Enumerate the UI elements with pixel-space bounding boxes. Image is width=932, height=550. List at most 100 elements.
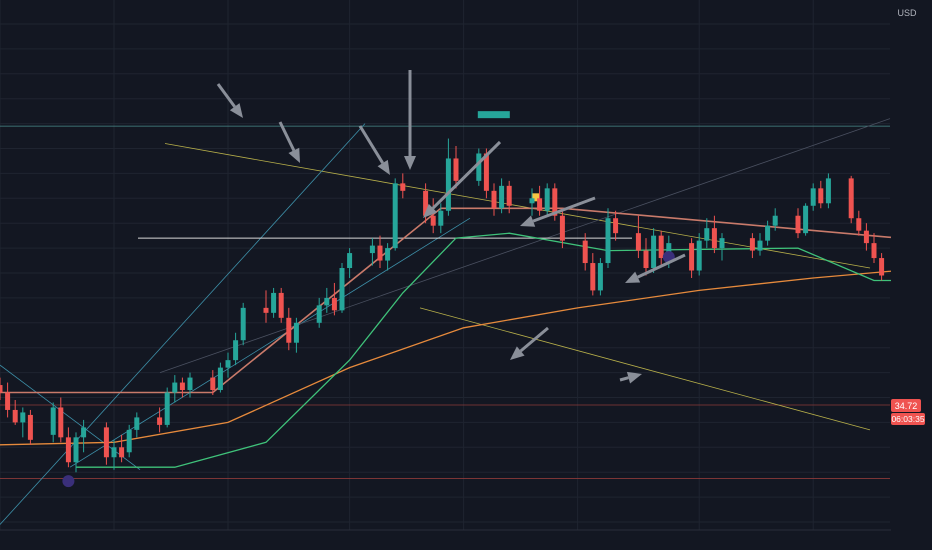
candle-body <box>187 377 193 391</box>
candle-body <box>339 268 345 311</box>
candle-body <box>605 218 611 264</box>
candle-body <box>825 178 831 204</box>
candle-body <box>552 188 558 216</box>
lower-channel-trendline <box>419 307 871 431</box>
candle-body <box>50 407 56 435</box>
candle-body <box>658 235 664 259</box>
candle-body <box>772 215 778 226</box>
lower-high-box <box>477 111 510 119</box>
candle-body <box>635 233 641 251</box>
candle-body <box>643 250 649 269</box>
candle-body <box>347 253 353 269</box>
candle-body <box>795 215 801 234</box>
candle-body <box>27 414 33 440</box>
candle-body <box>696 240 702 271</box>
annotation-arrow-shaft <box>532 196 596 223</box>
candle-body <box>392 183 398 249</box>
minor-trendline <box>0 364 141 471</box>
candle-body <box>286 317 292 343</box>
candle-body <box>506 185 512 206</box>
annotation-arrow-shaft <box>519 326 549 353</box>
currency-label: USD <box>897 8 917 18</box>
candle-body <box>537 198 543 211</box>
candle-body <box>711 228 717 249</box>
annotation-arrow-shaft <box>431 140 502 210</box>
candle-body <box>483 153 489 191</box>
candle-body <box>757 240 763 251</box>
indicator-signal_line <box>76 232 932 468</box>
candle-body <box>20 412 26 423</box>
annotation-arrow-head <box>288 147 300 163</box>
candle-body <box>103 427 109 458</box>
candle-body <box>179 382 185 391</box>
candle-body <box>81 427 87 438</box>
candle-body <box>172 382 178 393</box>
candle-body <box>719 238 725 249</box>
candle-body <box>818 188 824 204</box>
candle-body <box>613 218 619 234</box>
candle-body <box>863 230 869 244</box>
candle-body <box>590 263 596 291</box>
candle-body <box>12 409 18 423</box>
candle-body <box>157 417 163 425</box>
candle-body <box>65 437 71 463</box>
candle-body <box>856 218 862 231</box>
candle-body <box>324 297 330 306</box>
candle-body <box>331 297 337 311</box>
brb-signal-dot <box>62 475 75 488</box>
candle-body <box>369 245 375 254</box>
candle-body <box>164 392 170 425</box>
candle-body <box>871 243 877 259</box>
annotation-arrow-head <box>626 371 642 384</box>
candle-body <box>879 258 885 276</box>
candle-body <box>476 153 482 181</box>
candle-body <box>559 215 565 241</box>
candle-body <box>126 429 132 453</box>
candle-body <box>749 238 755 251</box>
candle-body <box>271 292 277 313</box>
candle-body <box>704 228 710 241</box>
candle-body <box>58 407 64 438</box>
candle-body <box>651 235 657 269</box>
candle-body <box>453 158 459 181</box>
price-axis-panel[interactable] <box>891 0 932 550</box>
candle-body <box>430 215 436 226</box>
candle-body <box>597 263 603 291</box>
candle-body <box>810 188 816 206</box>
candle-body <box>438 210 444 226</box>
candle-body <box>73 437 79 463</box>
candle-body <box>765 225 771 241</box>
annotation-arrow-shaft <box>619 376 629 382</box>
indicator-ema55 <box>0 267 932 446</box>
candle-body <box>803 205 809 234</box>
annotation-arrow-head <box>377 159 390 175</box>
candle-body <box>210 377 216 391</box>
grid <box>0 0 891 531</box>
annotation-arrow-shaft <box>216 83 236 108</box>
annotation-arrow-head <box>510 346 525 360</box>
candle-body <box>491 190 497 209</box>
candle-body <box>0 385 3 393</box>
candle-body <box>400 183 406 191</box>
candle-body <box>544 188 550 211</box>
candles-layer <box>0 138 930 473</box>
candle-body <box>848 178 854 219</box>
candle-body <box>423 190 429 216</box>
candle-body <box>233 340 239 361</box>
candle-body <box>278 292 284 318</box>
candle-body <box>111 447 117 458</box>
drawings-layer <box>0 111 891 525</box>
candle-body <box>582 240 588 264</box>
support-trendline-steep <box>0 123 366 525</box>
candle-body <box>377 245 383 261</box>
annotation-arrows <box>216 70 686 384</box>
countdown-value: 06:03:35 <box>891 414 924 424</box>
candle-body <box>689 243 695 271</box>
annotation-arrow-head <box>229 103 243 118</box>
annotation-arrow-shaft <box>278 121 296 152</box>
candle-body <box>385 248 391 261</box>
candle-body <box>225 360 231 368</box>
candle-body <box>293 322 299 343</box>
